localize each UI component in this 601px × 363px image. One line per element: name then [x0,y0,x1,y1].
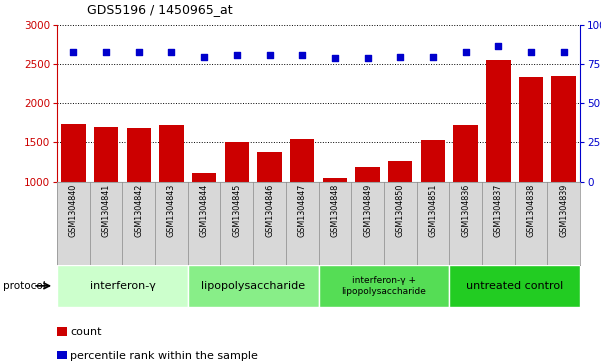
Text: GSM1304838: GSM1304838 [526,184,535,237]
Bar [57,265,188,307]
Point [297,52,307,58]
Bar [94,127,118,182]
Point [232,52,242,58]
Bar [61,124,86,182]
Text: GSM1304844: GSM1304844 [200,184,209,237]
Bar [290,139,314,182]
Bar [486,60,510,182]
Point [330,55,340,61]
Text: GSM1304845: GSM1304845 [233,184,242,237]
Text: GSM1304837: GSM1304837 [494,184,503,237]
Text: GSM1304842: GSM1304842 [134,184,143,237]
Text: GSM1304839: GSM1304839 [559,184,568,237]
Text: percentile rank within the sample: percentile rank within the sample [70,351,258,361]
Bar [188,265,319,307]
Bar [519,77,543,182]
Bar [551,76,576,182]
Bar [355,167,380,182]
Point [395,54,405,60]
Text: interferon-γ +
lipopolysaccharide: interferon-γ + lipopolysaccharide [341,276,426,295]
Bar [450,265,580,307]
Text: GSM1304841: GSM1304841 [102,184,111,237]
Bar [257,152,282,182]
Text: GSM1304846: GSM1304846 [265,184,274,237]
Text: GSM1304836: GSM1304836 [461,184,470,237]
Text: GSM1304851: GSM1304851 [429,184,438,237]
Bar [421,140,445,182]
Text: GSM1304848: GSM1304848 [331,184,340,237]
Point [200,54,209,60]
Point [166,49,176,55]
Text: GSM1304843: GSM1304843 [167,184,176,237]
Point [69,49,78,55]
Text: lipopolysaccharide: lipopolysaccharide [201,281,305,291]
Bar [127,128,151,182]
Point [428,54,438,60]
Point [134,49,144,55]
Bar [225,142,249,182]
Text: GSM1304850: GSM1304850 [395,184,404,237]
Text: GSM1304847: GSM1304847 [297,184,307,237]
Bar [159,125,184,182]
Bar [388,161,412,182]
Text: GSM1304840: GSM1304840 [69,184,78,237]
Bar [57,351,67,359]
Bar [192,173,216,182]
Text: GDS5196 / 1450965_at: GDS5196 / 1450965_at [87,3,233,16]
Point [493,43,503,49]
Text: protocol: protocol [3,281,46,291]
Bar [319,265,449,307]
Bar [323,178,347,182]
Bar [57,327,67,336]
Text: untreated control: untreated control [466,281,563,291]
Point [559,49,569,55]
Point [461,49,471,55]
Text: count: count [70,327,102,337]
Point [264,52,274,58]
Point [526,49,535,55]
Point [102,49,111,55]
Text: GSM1304849: GSM1304849 [363,184,372,237]
Text: interferon-γ: interferon-γ [90,281,156,291]
Point [363,55,373,61]
Bar [453,125,478,182]
